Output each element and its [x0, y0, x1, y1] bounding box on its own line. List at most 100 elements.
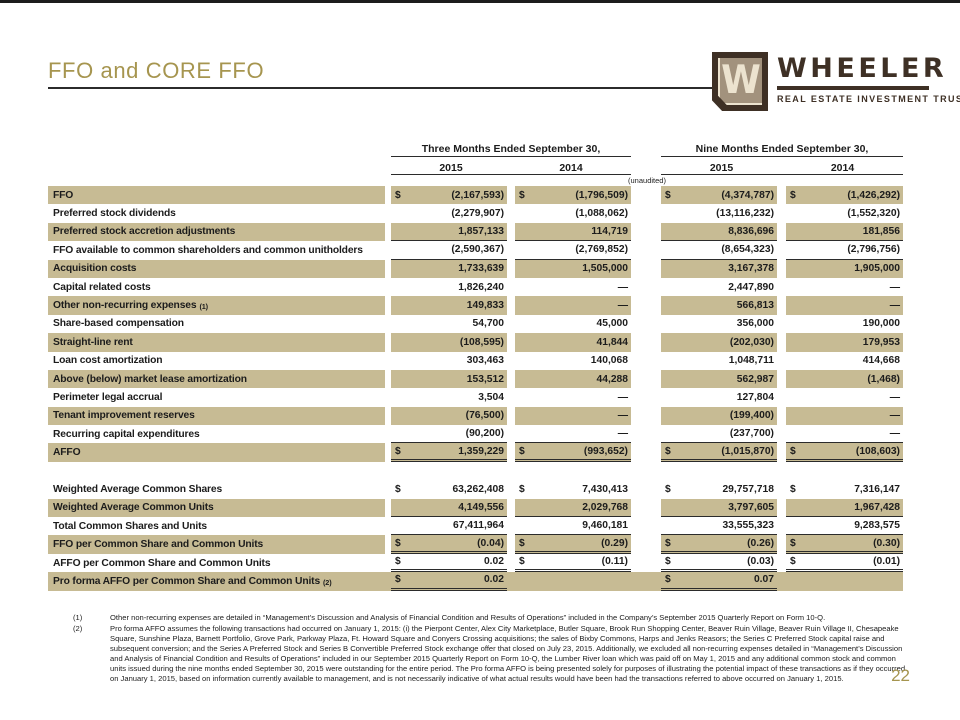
value-cell: (1,088,062)	[515, 204, 631, 222]
footnote-text: Other non-recurring expenses are detaile…	[110, 613, 826, 622]
dollar-sign: $	[665, 189, 671, 201]
value-cell: $ (4,374,787)	[661, 186, 777, 205]
table-header-groups: Three Months Ended September 30, Nine Mo…	[48, 140, 903, 157]
cell-value: (90,200)	[465, 428, 504, 440]
monogram-inner-square: W	[718, 58, 762, 105]
cell-gap	[507, 296, 515, 314]
cell-value: 1,905,000	[854, 263, 900, 275]
cell-value: (108,603)	[855, 445, 900, 457]
row-label-text: Pro forma AFFO per Common Share and Comm…	[53, 575, 321, 587]
col-group-three-months: Three Months Ended September 30,	[391, 143, 631, 157]
value-cell: $ (1,796,509)	[515, 186, 631, 205]
row-label: FFO per Common Share and Common Units	[48, 535, 385, 554]
cell-value: 7,430,413	[582, 483, 628, 495]
cell-value: (0.01)	[873, 556, 900, 567]
row-label-text: Above (below) market lease amortization	[53, 373, 247, 385]
value-cell: 67,411,964	[391, 517, 507, 536]
row-label: Perimeter legal accrual	[48, 388, 385, 406]
cell-value: 1,048,711	[728, 355, 774, 367]
cell-value: 356,000	[736, 318, 774, 330]
row-label-text: Loan cost amortization	[53, 355, 163, 367]
row-label-text: Total Common Shares and Units	[53, 520, 207, 532]
value-cell: 2,447,890	[661, 278, 777, 296]
row-label: Preferred stock accretion adjustments	[48, 222, 385, 242]
value-cell: $7,316,147	[786, 480, 903, 498]
cell-gap	[777, 223, 786, 241]
cell-value: (1,426,292)	[847, 189, 900, 201]
cell-value: 414,668	[862, 355, 900, 367]
cell-value: 3,504	[478, 391, 504, 403]
row-label-text: Weighted Average Common Units	[53, 502, 214, 514]
cell-value: 44,288	[596, 373, 629, 385]
value-cell	[786, 572, 903, 591]
value-cell: 9,460,181	[515, 517, 631, 536]
cell-value: (993,652)	[583, 445, 628, 457]
dollar-sign: $	[790, 189, 796, 201]
cell-value: (1,552,320)	[847, 208, 900, 220]
value-cell: —	[515, 406, 631, 426]
footnote-1: (1) Other non-recurring expenses are det…	[73, 613, 908, 623]
value-cell: 9,283,575	[786, 517, 903, 536]
cell-gap	[507, 554, 515, 572]
ffo-table: Three Months Ended September 30, Nine Mo…	[48, 140, 903, 591]
cell-gap	[507, 388, 515, 406]
top-border-strip	[0, 0, 960, 3]
cell-gap	[777, 241, 786, 259]
cell-gap	[777, 499, 786, 517]
cell-value: 8,836,696	[728, 225, 774, 237]
cell-gap	[777, 388, 786, 406]
dollar-sign: $	[665, 483, 671, 495]
cell-value: 0.02	[483, 574, 504, 586]
value-cell: —	[786, 388, 903, 406]
row-label: Tenant improvement reserves	[48, 406, 385, 426]
table-header-years: 2015 2014 2015 2014	[48, 157, 903, 175]
cell-gap	[777, 554, 786, 572]
cell-gap	[777, 443, 786, 461]
footnote-2: (2) Pro forma AFFO assumes the following…	[73, 624, 908, 684]
cell-value: 566,813	[736, 300, 774, 312]
table-body: FFO $ (2,167,593) $ (1,796,509) $ (4,374,787) $…	[48, 186, 903, 591]
cell-value: (2,279,907)	[451, 208, 504, 220]
value-cell: —	[786, 278, 903, 296]
value-cell: 8,836,696	[661, 222, 777, 242]
value-cell: 1,905,000	[786, 259, 903, 278]
cell-gap	[507, 223, 515, 241]
cell-value: (8,654,323)	[721, 244, 774, 256]
cell-value: —	[889, 428, 900, 440]
cell-gap	[777, 315, 786, 333]
cell-value: 181,856	[862, 225, 900, 237]
value-cell: 3,504	[391, 388, 507, 406]
value-cell: $ (0.04)	[391, 535, 507, 554]
cell-gap	[385, 572, 391, 591]
cell-value: 1,733,639	[458, 263, 504, 275]
value-cell: $0.07	[661, 572, 777, 591]
logo-text: WHEELER REAL ESTATE INVESTMENT TRUST	[777, 52, 960, 104]
value-cell: 54,700	[391, 315, 507, 333]
value-cell: 1,826,240	[391, 278, 507, 296]
cell-gap	[631, 260, 661, 278]
brand-tagline: REAL ESTATE INVESTMENT TRUST	[777, 94, 960, 104]
row-label-text: FFO per Common Share and Common Units	[53, 539, 264, 551]
cell-gap	[631, 241, 661, 259]
value-cell: 114,719	[515, 222, 631, 242]
table-row: Acquisition costs 1,733,639 1,505,000 3,167…	[48, 259, 903, 278]
value-cell: (1,468)	[786, 369, 903, 389]
value-cell: 33,555,323	[661, 517, 777, 536]
cell-gap	[507, 370, 515, 388]
table-row: Preferred stock accretion adjustments 1,8…	[48, 222, 903, 242]
row-label: Acquisition costs	[48, 259, 385, 278]
row-label: Total Common Shares and Units	[48, 517, 385, 535]
cell-value: 45,000	[596, 318, 629, 330]
cell-value: (2,167,593)	[451, 189, 504, 201]
value-cell: 1,733,639	[391, 259, 507, 278]
row-label-text: Acquisition costs	[53, 263, 137, 275]
value-cell: 1,505,000	[515, 259, 631, 278]
value-cell: $ (0.30)	[786, 535, 903, 554]
cell-gap	[631, 425, 661, 443]
wheeler-monogram-icon: W	[712, 52, 768, 111]
cell-value: 67,411,964	[453, 520, 504, 532]
table-row: Weighted Average Common Units 4,149,556 2,…	[48, 498, 903, 518]
row-label: Loan cost amortization	[48, 352, 385, 370]
value-cell: $1,359,229	[391, 443, 507, 462]
cell-value: 41,844	[596, 336, 629, 348]
